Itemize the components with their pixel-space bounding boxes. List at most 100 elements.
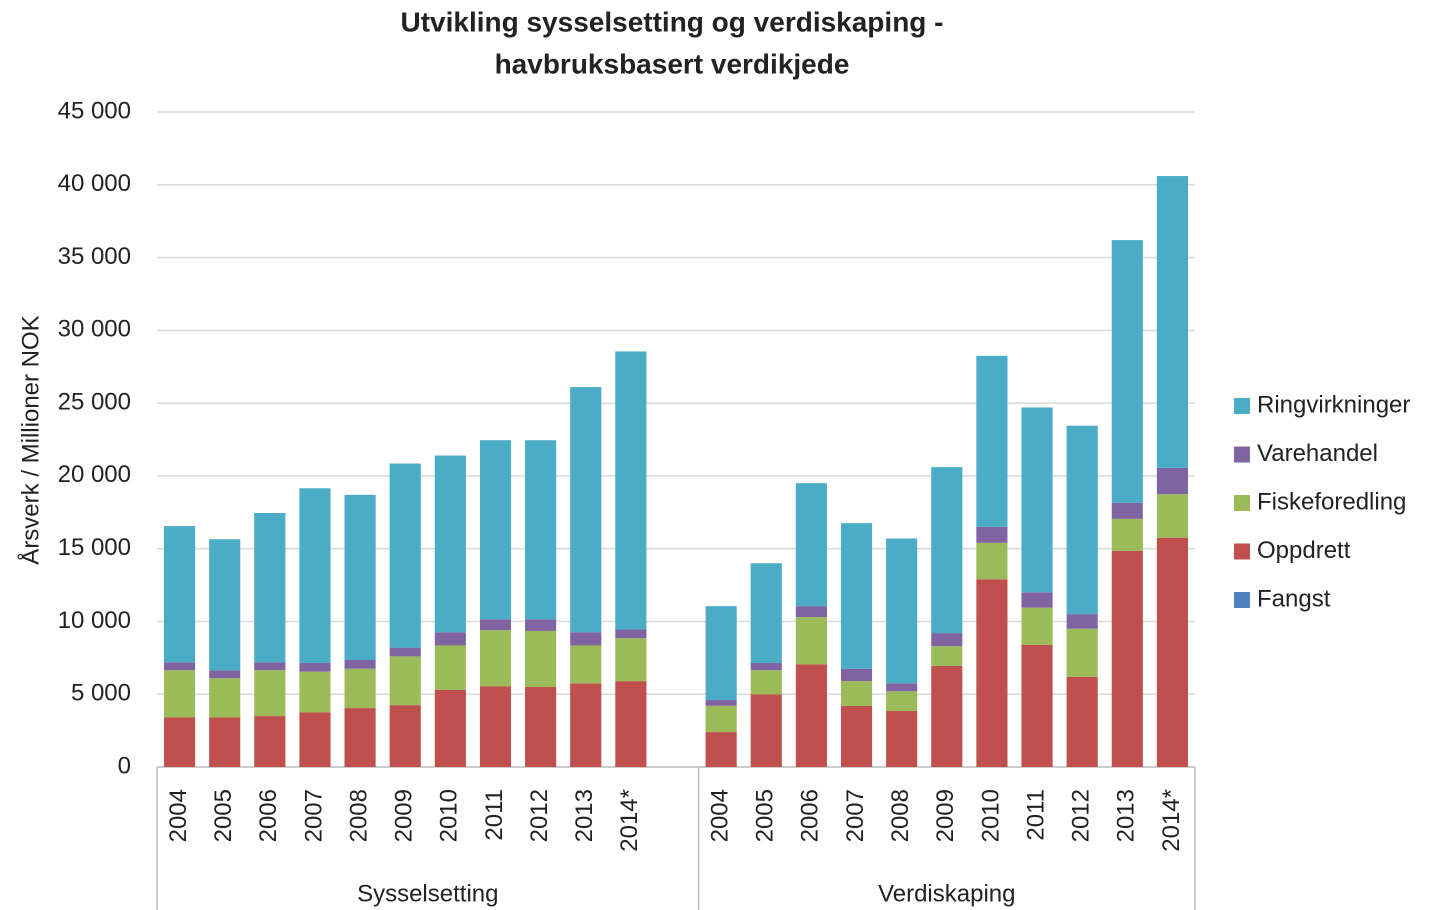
bar-segment	[840, 668, 873, 682]
group-label: Verdiskaping	[878, 880, 1015, 907]
bar-segment	[525, 619, 557, 631]
bar-segment	[750, 563, 782, 663]
bar-segment	[1021, 644, 1053, 767]
bar-segment	[344, 660, 376, 669]
bar-segment	[209, 670, 241, 679]
legend-label: Fangst	[1257, 585, 1331, 612]
bar-segment	[1066, 628, 1098, 677]
bar-segment	[479, 686, 512, 767]
x-tick-label: 2007	[842, 789, 869, 842]
bar-segment	[570, 645, 602, 684]
x-tick-label: 2014*	[616, 789, 643, 852]
bar-segment	[1111, 240, 1143, 503]
bar-segment	[299, 662, 331, 672]
bar-segment	[840, 523, 873, 669]
bar-segment	[479, 440, 512, 620]
bar-segment	[209, 678, 241, 718]
y-tick-label: 25 000	[58, 388, 131, 415]
bar-segment	[1156, 537, 1189, 767]
bar-segment	[750, 662, 782, 671]
bar-segment	[209, 539, 241, 671]
legend-label: Ringvirkninger	[1257, 391, 1410, 418]
bar-segment	[615, 629, 647, 639]
bar-segment	[1156, 176, 1189, 468]
bar-segment	[1021, 407, 1053, 593]
x-tick-label: 2013	[571, 789, 598, 842]
bar-segment	[1066, 614, 1098, 629]
bar-segment	[389, 705, 421, 767]
bar-segment	[254, 716, 286, 767]
bar-segment	[434, 689, 466, 767]
bar-segment	[525, 440, 557, 620]
y-tick-label: 0	[118, 752, 131, 779]
bar-segment	[931, 646, 963, 666]
bar-segment	[795, 664, 827, 767]
bar-segment	[254, 662, 286, 671]
bar-segment	[886, 691, 918, 711]
bar-segment	[931, 467, 963, 634]
x-tick-label: 2004	[165, 789, 192, 842]
bar-segment	[705, 732, 737, 767]
x-tick-label: 2011	[481, 789, 508, 841]
legend-label: Fiskeforedling	[1257, 488, 1406, 515]
x-tick-label: 2005	[752, 789, 779, 842]
x-tick-label: 2007	[300, 789, 327, 842]
group-label: Sysselsetting	[357, 880, 498, 907]
bar-segment	[479, 630, 512, 687]
x-tick-label: 2011	[1022, 789, 1049, 841]
bar-segment	[163, 717, 196, 767]
bar-segment	[705, 606, 737, 701]
x-tick-label: 2013	[1113, 789, 1140, 842]
bar-segment	[434, 455, 466, 633]
bar-segment	[1156, 467, 1189, 495]
x-tick-label: 2005	[210, 789, 237, 842]
y-tick-label: 35 000	[58, 243, 131, 270]
legend-swatch	[1234, 592, 1250, 608]
bar-segment	[615, 638, 647, 682]
x-tick-label: 2006	[797, 789, 824, 842]
bar-segment	[886, 683, 918, 692]
bar-segment	[931, 633, 963, 647]
bar-segment	[615, 681, 647, 767]
bar-segment	[299, 712, 331, 767]
chart-title: Utvikling sysselsetting og verdiskaping …	[400, 6, 943, 37]
bar-segment	[1021, 592, 1053, 608]
x-tick-label: 2008	[887, 789, 914, 842]
bar-segment	[886, 538, 918, 684]
bar-segment	[705, 705, 737, 733]
legend-swatch	[1234, 446, 1250, 463]
bar-segment	[344, 668, 376, 709]
y-tick-label: 45 000	[58, 97, 131, 124]
bar-segment	[615, 351, 647, 630]
x-tick-label: 2006	[255, 789, 282, 842]
x-tick-label: 2004	[706, 789, 733, 842]
bar-segment	[840, 705, 873, 767]
bar-segment	[1111, 502, 1143, 519]
bar-segment	[389, 656, 421, 706]
bar-segment	[840, 681, 873, 706]
bar-segment	[344, 494, 376, 661]
y-tick-label: 30 000	[58, 316, 131, 343]
bar-segment	[344, 708, 376, 767]
legend-swatch	[1234, 398, 1250, 414]
bar-segment	[254, 513, 286, 663]
bar-segment	[254, 670, 286, 717]
bar-segment	[163, 662, 196, 671]
bar-segment	[389, 647, 421, 657]
bar-segment	[1111, 550, 1143, 767]
bar-segment	[389, 463, 421, 648]
chart-title: havbruksbasert verdikjede	[495, 48, 850, 79]
bar-segment	[795, 483, 827, 607]
bar-segment	[570, 683, 602, 767]
legend-label: Oppdrett	[1257, 537, 1351, 564]
y-axis-label: Årsverk / Millioner NOK	[16, 315, 44, 564]
bar-segment	[525, 686, 557, 767]
bar-segment	[209, 717, 241, 767]
bar-segment	[570, 632, 602, 646]
bar-segment	[525, 630, 557, 687]
y-tick-label: 40 000	[58, 170, 131, 197]
y-tick-label: 10 000	[58, 607, 131, 634]
bar-segment	[1111, 518, 1143, 551]
bar-segment	[795, 606, 827, 618]
